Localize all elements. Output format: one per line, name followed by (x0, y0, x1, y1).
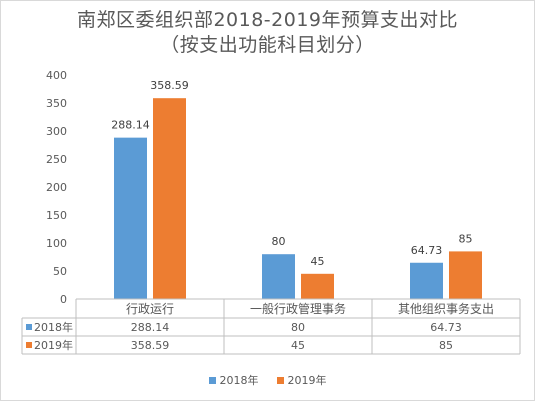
data-label: 358.59 (150, 79, 189, 92)
table-cell: 45 (291, 339, 305, 352)
bar (114, 137, 147, 299)
legend-item-2019: 2019年 (276, 372, 327, 388)
table-cell: 80 (291, 321, 305, 334)
bar (262, 254, 295, 299)
y-tick-label: 50 (53, 265, 67, 278)
y-tick-label: 0 (60, 293, 67, 306)
legend-label-2018: 2018年 (219, 374, 259, 387)
data-label: 80 (272, 235, 286, 248)
y-tick-label: 400 (46, 69, 67, 82)
data-label: 64.73 (411, 244, 443, 257)
table-swatch (26, 342, 32, 348)
table-swatch (26, 324, 32, 330)
chart-title: 南郑区委组织部2018-2019年预算支出对比 (76, 9, 459, 31)
category-label: 其他组织事务支出 (398, 301, 494, 316)
y-tick-label: 200 (46, 181, 67, 194)
data-label: 85 (459, 232, 473, 245)
category-label: 一般行政管理事务 (250, 301, 346, 316)
table-cell: 358.59 (131, 339, 170, 352)
legend-swatch-2018 (208, 376, 216, 384)
data-label: 45 (311, 255, 325, 268)
y-tick-label: 300 (46, 125, 67, 138)
bar (153, 98, 186, 299)
category-label: 行政运行 (126, 302, 174, 316)
table-cell: 85 (439, 339, 453, 352)
bar (449, 251, 482, 299)
data-label: 288.14 (111, 119, 150, 132)
legend-item-2018: 2018年 (208, 372, 259, 388)
table-series-label: 2019年 (34, 338, 73, 352)
legend-swatch-2019 (276, 376, 284, 384)
table-cell: 64.73 (430, 321, 462, 334)
table-cell: 288.14 (131, 321, 170, 334)
y-tick-label: 350 (46, 97, 67, 110)
y-tick-label: 250 (46, 153, 67, 166)
legend-label-2019: 2019年 (287, 374, 327, 387)
table-series-label: 2018年 (34, 320, 73, 334)
chart-subtitle: （按支出功能科目划分） (160, 34, 375, 56)
y-tick-label: 150 (46, 209, 67, 222)
bar (410, 262, 443, 299)
legend: 2018年 2019年 (0, 372, 535, 388)
y-tick-label: 100 (46, 237, 67, 250)
bar (301, 273, 334, 299)
